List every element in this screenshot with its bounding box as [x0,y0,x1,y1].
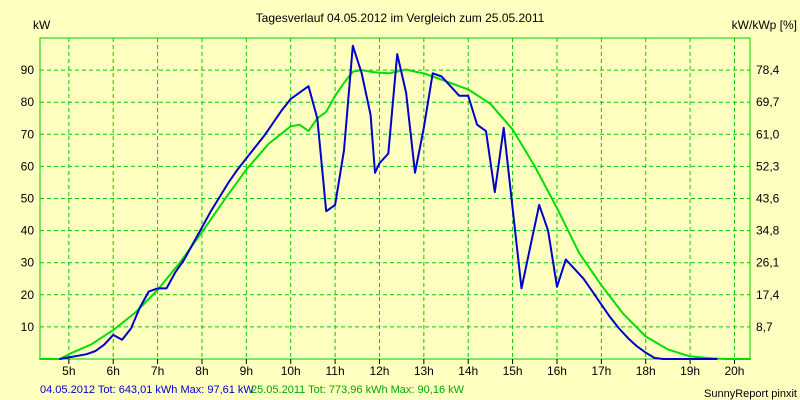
y-tick-label-left: 50 [21,192,35,206]
credit-text: SunnyReport pinxit [704,388,797,400]
chart-title: Tagesverlauf 04.05.2012 im Vergleich zum… [256,11,545,25]
y-tick-label-left: 20 [21,288,35,302]
y-tick-label-right: 52,3 [756,159,780,173]
y-tick-label-right: 43,6 [756,192,780,206]
x-tick-label: 20h [724,364,744,378]
y-tick-label-right: 78,4 [756,63,780,77]
y-tick-label-right: 61,0 [756,127,780,141]
x-tick-label: 5h [62,364,75,378]
x-tick-label: 10h [281,364,301,378]
y-tick-label-left: 70 [21,127,35,141]
x-tick-label: 13h [414,364,434,378]
y-axis-label-right: kW/kWp [%] [732,18,797,32]
x-tick-label: 15h [503,364,523,378]
legend-2012: 04.05.2012 Tot: 643,01 kWh Max: 97,61 kW [40,384,254,396]
y-tick-label-left: 30 [21,256,35,270]
x-tick-label: 17h [591,364,611,378]
y-tick-label-left: 40 [21,224,35,238]
x-tick-label: 6h [107,364,120,378]
y-tick-label-right: 8,7 [756,320,773,334]
grid [40,38,750,359]
x-tick-label: 11h [326,364,345,378]
y-tick-label-right: 17,4 [756,288,780,302]
legend-2011: 25.05.2011 Tot: 773,96 kWh Max: 90,16 kW [251,384,465,396]
y-tick-label-left: 80 [21,95,35,109]
x-tick-label: 19h [680,364,700,378]
x-tick-label: 16h [547,364,567,378]
plot-area-border [39,37,751,360]
x-tick-label: 7h [151,364,164,378]
x-tick-label: 9h [240,364,253,378]
y-tick-label-left: 10 [21,320,35,334]
y-axis-right: 8,7 17,4 26,1 34,8 43,6 52,3 61,0 69,7 78,4 [756,63,780,334]
y-tick-label-right: 26,1 [756,256,780,270]
y-axis-left: 10 20 30 40 50 60 70 80 90 [21,63,35,334]
y-tick-label-left: 90 [21,63,35,77]
y-tick-label-right: 34,8 [756,224,780,238]
x-tick-label: 18h [636,364,656,378]
y-axis-label-left: kW [33,18,51,32]
x-axis: 5h 6h 7h 8h 9h 10h 11h 12h 13h 14h 15h 16h 17h 18h 19h… [62,359,744,378]
x-tick-label: 8h [195,364,208,378]
x-tick-label: 14h [458,364,478,378]
x-tick-label: 12h [369,364,389,378]
series-group [39,44,751,360]
series-line-2012 [59,44,718,360]
y-tick-label-right: 69,7 [756,95,780,109]
y-tick-label-left: 60 [21,159,35,173]
